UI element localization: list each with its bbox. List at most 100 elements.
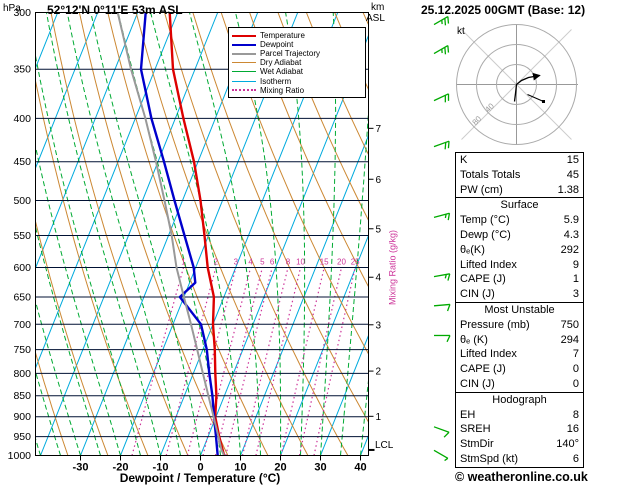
- hodograph-trace: [513, 72, 541, 102]
- svg-text:2: 2: [214, 258, 219, 267]
- svg-text:950: 950: [13, 431, 31, 443]
- km-axis: 1 2 3 4 5 6 7: [368, 124, 382, 423]
- table-row-label: SREH: [460, 423, 491, 436]
- table-row: Dewp (°C) 4.3: [456, 228, 583, 243]
- table-row: EH 8: [456, 408, 583, 423]
- storm-marker: [542, 100, 545, 103]
- legend-item-label: Parcel Trajectory: [260, 49, 321, 59]
- svg-text:900: 900: [13, 411, 31, 423]
- table-section-header: Most Unstable: [484, 303, 555, 316]
- table-row: Temp (°C) 5.9: [456, 213, 583, 228]
- table-row: StmSpd (kt) 6: [456, 452, 583, 467]
- table-row: CIN (J) 0: [456, 377, 583, 392]
- svg-text:550: 550: [13, 230, 31, 242]
- svg-text:-20: -20: [113, 462, 129, 474]
- svg-text:20: 20: [274, 462, 286, 474]
- table-row-value: 1.38: [557, 183, 579, 196]
- svg-text:600: 600: [13, 262, 31, 274]
- pressure-unit-label: hPa: [3, 3, 21, 14]
- svg-text:3: 3: [376, 320, 382, 331]
- table-section: Most Unstable Pressure (mb) 750 θₑ (K) 294 Li…: [456, 301, 583, 392]
- svg-text:3: 3: [234, 258, 239, 267]
- wind-barbs: [433, 16, 451, 462]
- mixing-ratio-labels: 1 2 3 4 5 6 8 10 15 20 25: [181, 258, 360, 267]
- table-row-value: 5.9: [563, 214, 579, 227]
- svg-text:5: 5: [260, 258, 265, 267]
- km-axis-label: km: [371, 2, 385, 13]
- table-row-label: StmSpd (kt): [460, 452, 519, 465]
- table-row: PW (cm) 1.38: [456, 183, 583, 198]
- svg-text:30: 30: [314, 462, 326, 474]
- svg-text:15: 15: [320, 258, 329, 267]
- table-row: Totals Totals 45: [456, 168, 583, 183]
- svg-text:25: 25: [351, 258, 360, 267]
- trace-parcel-trajectory: [116, 12, 226, 456]
- legend-line-sample: [232, 89, 256, 92]
- indices-table: K 15 Totals Totals 45 PW (cm) 1.38 Surface Temp…: [455, 152, 584, 468]
- table-row-value: 750: [560, 318, 579, 331]
- plot-frame: [35, 12, 369, 456]
- table-row-value: 15: [566, 154, 579, 166]
- table-row-label: Lifted Index: [460, 258, 517, 271]
- table-row-value: 0: [572, 363, 579, 376]
- svg-text:6: 6: [270, 258, 275, 267]
- table-row: Pressure (mb) 750: [456, 318, 583, 333]
- legend-item: Wet Adiabat: [232, 67, 365, 76]
- svg-text:40: 40: [354, 462, 366, 474]
- station-title: 52°12'N 0°11'E 53m ASL: [47, 3, 183, 17]
- table-row-label: Dewp (°C): [460, 228, 511, 241]
- table-section-header: Hodograph: [492, 393, 547, 406]
- svg-text:20: 20: [337, 258, 346, 267]
- table-row-label: StmDir: [460, 438, 494, 451]
- legend-item-label: Wet Adiabat: [260, 67, 303, 77]
- svg-text:7: 7: [376, 124, 382, 135]
- svg-text:4: 4: [376, 273, 382, 284]
- mixing-ratio-lines: [131, 267, 356, 456]
- svg-text:1: 1: [181, 258, 186, 267]
- table-row-value: 7: [572, 348, 579, 361]
- hodograph-storm-vector: [527, 94, 544, 102]
- svg-text:2: 2: [376, 367, 382, 378]
- asl-axis-label: ASL: [366, 13, 385, 24]
- legend-item-label: Mixing Ratio: [260, 85, 305, 95]
- table-row: K 15: [456, 153, 583, 168]
- svg-text:1000: 1000: [8, 450, 32, 462]
- table-row-value: 0: [572, 377, 579, 390]
- legend-item: Mixing Ratio: [232, 86, 365, 95]
- hodograph-unit-label: kt: [457, 26, 465, 37]
- table-row-value: 292: [560, 243, 579, 256]
- table-row: Lifted Index 9: [456, 258, 583, 273]
- table-row: CAPE (J) 1: [456, 272, 583, 287]
- table-row-value: 4.3: [563, 228, 579, 241]
- legend-item: Parcel Trajectory: [232, 49, 365, 58]
- svg-text:1: 1: [376, 412, 382, 423]
- table-row-label: Lifted Index: [460, 348, 517, 361]
- x-axis-title: Dewpoint / Temperature (°C): [119, 471, 281, 485]
- table-row: StmDir 140°: [456, 437, 583, 452]
- sounding-traces: [116, 12, 226, 456]
- svg-text:500: 500: [13, 195, 31, 207]
- mixing-ratio-axis-label: Mixing Ratio (g/kg): [387, 229, 398, 306]
- table-section: K 15 Totals Totals 45 PW (cm) 1.38: [456, 153, 583, 197]
- table-row: θₑ(K) 292: [456, 243, 583, 258]
- table-row-value: 294: [560, 333, 579, 346]
- table-row: θₑ (K) 294: [456, 333, 583, 348]
- svg-text:800: 800: [13, 368, 31, 380]
- svg-text:450: 450: [13, 156, 31, 168]
- legend-line-sample: [232, 80, 256, 82]
- table-row-label: CIN (J): [460, 288, 495, 301]
- trace-temperature: [168, 12, 226, 456]
- table-row: SREH 16: [456, 422, 583, 437]
- table-row-label: PW (cm): [460, 183, 503, 196]
- chart-legend: Temperature Dewpoint Parcel Trajectory Dry …: [228, 27, 366, 98]
- svg-text:700: 700: [13, 319, 31, 331]
- svg-text:350: 350: [13, 64, 31, 76]
- legend-line-sample: [232, 34, 256, 37]
- svg-text:650: 650: [13, 291, 31, 303]
- svg-text:40: 40: [483, 101, 496, 114]
- table-row-value: 140°: [556, 438, 579, 451]
- table-row-label: EH: [460, 408, 476, 421]
- table-row-label: CAPE (J): [460, 273, 506, 286]
